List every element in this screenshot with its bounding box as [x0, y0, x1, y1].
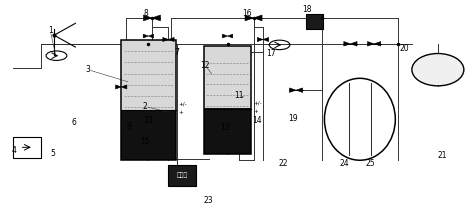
- Text: 13: 13: [220, 123, 229, 132]
- Polygon shape: [163, 38, 168, 42]
- Text: 18: 18: [302, 5, 312, 14]
- Text: 5: 5: [50, 149, 55, 158]
- Text: 8: 8: [144, 9, 149, 18]
- Polygon shape: [374, 41, 381, 46]
- Bar: [204, 46, 251, 108]
- Text: 25: 25: [366, 159, 375, 168]
- Bar: [121, 110, 175, 160]
- Polygon shape: [148, 34, 154, 38]
- Text: 19: 19: [288, 114, 298, 123]
- Polygon shape: [254, 15, 262, 21]
- Text: +/-: +/-: [254, 100, 262, 105]
- Polygon shape: [228, 34, 233, 38]
- Text: 11: 11: [235, 91, 244, 100]
- Text: 22: 22: [279, 159, 288, 168]
- Polygon shape: [344, 41, 350, 46]
- Text: 6: 6: [72, 118, 76, 127]
- Bar: [121, 39, 175, 160]
- Text: 14: 14: [252, 116, 262, 125]
- Polygon shape: [152, 15, 160, 21]
- Text: 17: 17: [267, 49, 276, 58]
- Polygon shape: [263, 38, 269, 42]
- Polygon shape: [367, 41, 374, 46]
- Polygon shape: [116, 85, 121, 89]
- Polygon shape: [257, 38, 263, 42]
- Bar: [204, 108, 251, 154]
- Polygon shape: [222, 34, 228, 38]
- Polygon shape: [290, 88, 296, 92]
- Text: +: +: [254, 109, 258, 114]
- Text: 20: 20: [400, 44, 410, 53]
- Text: 1: 1: [48, 26, 53, 35]
- Polygon shape: [121, 85, 127, 89]
- Bar: [121, 39, 175, 110]
- Polygon shape: [144, 15, 152, 21]
- Text: 24: 24: [339, 159, 349, 168]
- Text: 15: 15: [140, 137, 150, 146]
- Text: 12: 12: [201, 61, 210, 70]
- Text: 16: 16: [243, 9, 252, 18]
- Polygon shape: [245, 15, 254, 21]
- Ellipse shape: [412, 54, 464, 86]
- Text: 23: 23: [204, 196, 213, 205]
- Bar: [306, 14, 323, 29]
- Text: 21: 21: [438, 151, 447, 160]
- Text: 10: 10: [143, 116, 153, 125]
- Text: 热网水: 热网水: [176, 173, 188, 178]
- Text: 4: 4: [11, 146, 17, 155]
- Polygon shape: [296, 88, 303, 92]
- Polygon shape: [143, 34, 148, 38]
- Text: 3: 3: [86, 65, 91, 74]
- Text: 2: 2: [143, 102, 147, 111]
- Text: +/-: +/-: [178, 101, 187, 106]
- Bar: [12, 136, 41, 158]
- Bar: [204, 46, 251, 154]
- Polygon shape: [350, 41, 357, 46]
- Text: +: +: [178, 110, 182, 115]
- Polygon shape: [168, 38, 174, 42]
- Ellipse shape: [324, 78, 395, 160]
- Bar: [168, 164, 196, 186]
- Text: 7: 7: [174, 48, 180, 57]
- Text: 9: 9: [127, 122, 132, 131]
